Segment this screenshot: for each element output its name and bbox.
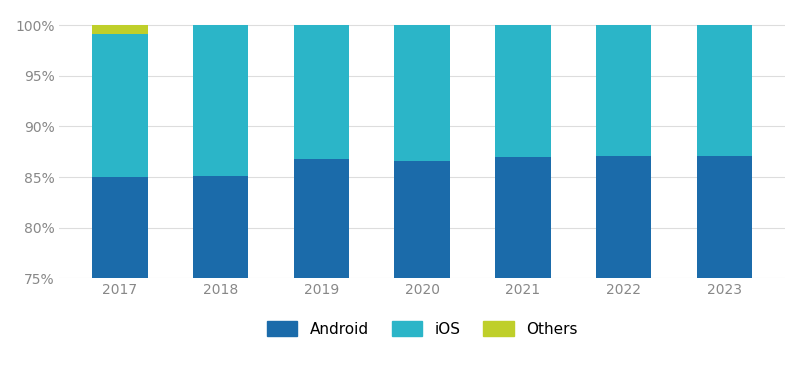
Bar (92, 177, 147, 278)
Bar (596, 156, 651, 278)
Bar (193, 176, 248, 278)
Bar (92, 34, 147, 177)
Legend: Android, iOS, Others: Android, iOS, Others (259, 313, 586, 344)
Bar (394, 161, 450, 278)
Bar (596, 25, 651, 156)
Bar (697, 156, 752, 278)
Bar (193, 25, 248, 176)
Bar (294, 159, 349, 278)
Bar (394, 25, 450, 161)
Bar (495, 25, 550, 157)
Bar (92, 25, 147, 34)
Bar (294, 25, 349, 159)
Bar (697, 25, 752, 156)
Bar (495, 157, 550, 278)
